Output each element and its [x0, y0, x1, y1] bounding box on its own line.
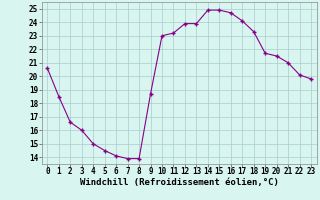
X-axis label: Windchill (Refroidissement éolien,°C): Windchill (Refroidissement éolien,°C) [80, 178, 279, 187]
